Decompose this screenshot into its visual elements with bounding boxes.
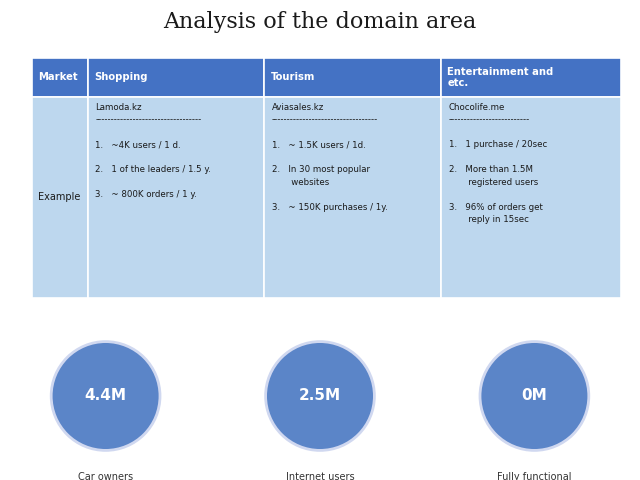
Text: 0M: 0M <box>522 388 547 404</box>
FancyBboxPatch shape <box>32 58 88 97</box>
Text: Entertainment and
etc.: Entertainment and etc. <box>447 67 554 88</box>
Text: Example: Example <box>38 192 81 203</box>
Text: Fully functional
car services searching websites: Fully functional car services searching … <box>456 472 612 480</box>
Text: Analysis of the domain area: Analysis of the domain area <box>163 11 477 33</box>
Text: Shopping: Shopping <box>94 72 147 83</box>
Ellipse shape <box>480 342 589 450</box>
Text: Internet users: Internet users <box>285 472 355 480</box>
Text: Lamoda.kz
----------------------------------

1.   ~4K users / 1 d.

2.   1 of t: Lamoda.kz ------------------------------… <box>95 103 211 200</box>
FancyBboxPatch shape <box>264 97 441 298</box>
FancyBboxPatch shape <box>88 58 264 97</box>
Text: 2.5M: 2.5M <box>299 388 341 404</box>
FancyBboxPatch shape <box>264 58 441 97</box>
FancyBboxPatch shape <box>32 97 88 298</box>
Ellipse shape <box>266 342 374 450</box>
Text: Chocolife.me
--------------------------

1.   1 purchase / 20sec

2.   More than: Chocolife.me -------------------------- … <box>449 103 547 225</box>
FancyBboxPatch shape <box>88 97 264 298</box>
Ellipse shape <box>51 342 160 450</box>
Text: 4.4M: 4.4M <box>84 388 127 404</box>
Text: Car owners: Car owners <box>78 472 133 480</box>
Text: Tourism: Tourism <box>271 72 315 83</box>
Text: Market: Market <box>38 72 78 83</box>
FancyBboxPatch shape <box>441 97 621 298</box>
FancyBboxPatch shape <box>441 58 621 97</box>
Text: Aviasales.kz
----------------------------------

1.   ~ 1.5K users / 1d.

2.   I: Aviasales.kz ---------------------------… <box>272 103 388 212</box>
